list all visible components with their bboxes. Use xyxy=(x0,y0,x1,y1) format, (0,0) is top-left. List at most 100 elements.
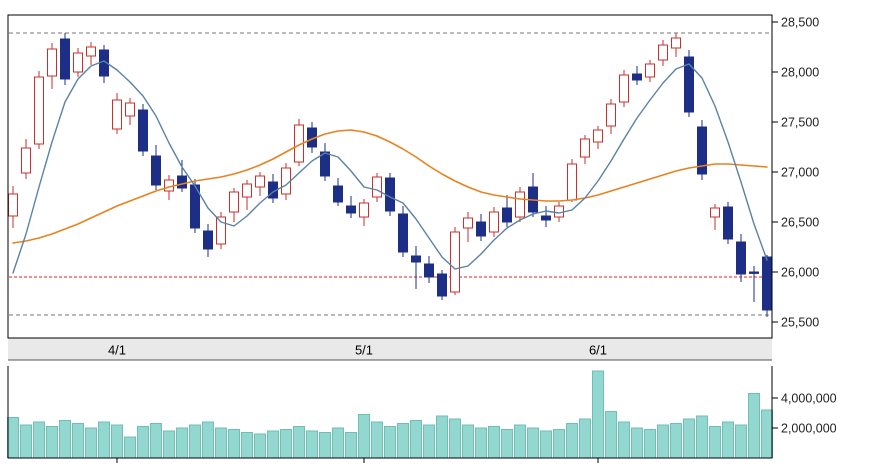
volume-bar xyxy=(631,427,643,459)
candle-body-up xyxy=(359,202,369,218)
volume-bar xyxy=(618,421,630,459)
volume-bar xyxy=(449,418,461,459)
volume-bar xyxy=(189,424,201,459)
volume-bar xyxy=(280,429,292,459)
volume-bar xyxy=(670,423,682,459)
price-axis-group: 28,500 28,000 27,500 27,000 26,500 26,000 25,5… xyxy=(772,16,819,330)
candle-body-up xyxy=(47,48,57,77)
volume-bar xyxy=(85,427,97,459)
volume-bar xyxy=(397,423,409,459)
price-axis-label: 25,500 xyxy=(781,316,819,330)
volume-bar xyxy=(696,415,708,459)
volume-bar xyxy=(553,429,565,459)
price-axis-label: 26,500 xyxy=(781,216,819,230)
volume-bar xyxy=(501,429,513,459)
candles-group xyxy=(8,33,772,317)
volume-bar xyxy=(683,418,695,459)
candle-body-up xyxy=(489,211,499,233)
candle-body-up xyxy=(242,183,252,198)
volume-axis-label: 4,000,000 xyxy=(781,392,837,406)
volume-bar xyxy=(644,429,656,459)
volume-bar xyxy=(423,424,435,459)
candle-body-down xyxy=(762,256,772,311)
volume-axis-group: 4,000,000 2,000,000 xyxy=(772,392,837,436)
volume-bar xyxy=(111,424,123,459)
candle-body-down xyxy=(476,221,486,237)
candle-body-down xyxy=(632,73,642,81)
candle-body-up xyxy=(515,191,525,218)
volume-bar xyxy=(150,423,162,459)
date-axis-label: 5/1 xyxy=(355,343,373,358)
price-axis-label: 27,500 xyxy=(781,116,819,130)
candle-body-up xyxy=(619,74,629,103)
ma-long-line xyxy=(12,129,768,244)
candle-body-up xyxy=(125,102,135,117)
volume-bar xyxy=(202,421,214,459)
price-axis-label: 26,000 xyxy=(781,266,819,280)
candle-body-up xyxy=(281,167,291,195)
candle-body-up xyxy=(593,129,603,143)
candle-body-up xyxy=(372,176,382,198)
date-band-bg xyxy=(8,338,772,360)
volume-bar xyxy=(293,426,305,459)
volume-bar xyxy=(748,393,760,459)
candle-body-down xyxy=(151,155,161,186)
candle-body-down xyxy=(177,175,187,189)
volume-bar xyxy=(371,421,383,459)
volume-bar xyxy=(410,420,422,459)
price-axis-label: 27,000 xyxy=(781,166,819,180)
volume-bar xyxy=(527,427,539,459)
volume-bar xyxy=(332,427,344,459)
price-axis-label: 28,000 xyxy=(781,66,819,80)
date-axis-label: 6/1 xyxy=(589,343,607,358)
volume-bar xyxy=(137,426,149,459)
candle-body-down xyxy=(203,230,213,250)
price-axis-label: 28,500 xyxy=(781,16,819,30)
candle-body-up xyxy=(86,46,96,57)
candle-body-up xyxy=(73,52,83,73)
ma-short-line xyxy=(12,60,768,274)
volume-bar xyxy=(228,429,240,459)
volume-bar xyxy=(7,417,19,459)
candle-body-down xyxy=(424,263,434,278)
candle-body-down xyxy=(684,56,694,113)
candle-body-down xyxy=(541,215,551,221)
volume-bar xyxy=(319,432,331,459)
candle-body-up xyxy=(580,138,590,158)
date-axis-band: 4/1 5/1 6/1 xyxy=(8,338,772,360)
volume-bar xyxy=(20,424,32,459)
volume-bar xyxy=(709,426,721,459)
candle-body-up xyxy=(463,217,473,229)
volume-bar xyxy=(358,414,370,459)
volume-bar xyxy=(345,432,357,459)
candle-body-down xyxy=(749,271,759,274)
volume-bar xyxy=(33,421,45,459)
volume-bar xyxy=(735,424,747,459)
volume-bar xyxy=(306,430,318,459)
price-plot-border xyxy=(7,14,773,339)
volume-bar xyxy=(98,421,110,459)
candle-body-down xyxy=(138,109,148,152)
volume-bar xyxy=(514,424,526,459)
candle-body-down xyxy=(385,177,395,212)
candle-body-up xyxy=(606,103,616,127)
volume-bar xyxy=(254,433,266,459)
volume-bar xyxy=(462,424,474,459)
candle-body-up xyxy=(658,44,668,61)
volume-bar xyxy=(72,423,84,459)
volume-bar xyxy=(59,420,71,459)
volume-bar xyxy=(436,415,448,459)
volume-bar xyxy=(566,423,578,459)
candle-body-up xyxy=(229,191,239,213)
candle-body-down xyxy=(723,206,733,240)
candle-body-down xyxy=(736,241,746,275)
candle-body-down xyxy=(697,126,707,175)
candle-body-up xyxy=(8,193,18,217)
candle-body-down xyxy=(60,38,70,80)
candle-body-up xyxy=(216,216,226,245)
candle-body-up xyxy=(554,205,564,218)
volume-bar xyxy=(722,421,734,459)
date-axis-label: 4/1 xyxy=(108,343,126,358)
